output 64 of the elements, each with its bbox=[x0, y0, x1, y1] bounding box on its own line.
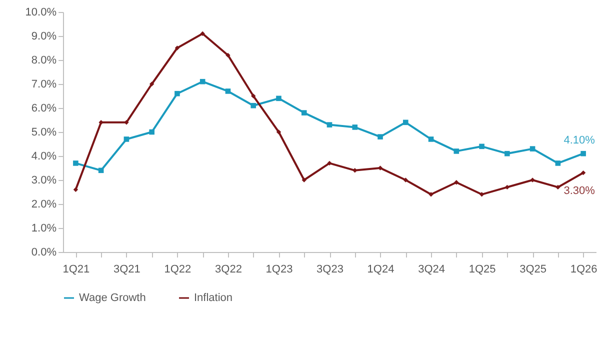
point bbox=[403, 178, 408, 182]
point bbox=[580, 170, 586, 176]
y-tick-label: 4.0% bbox=[31, 150, 57, 162]
point bbox=[302, 178, 306, 182]
point bbox=[327, 160, 332, 166]
x-tick-label: 3Q21 bbox=[113, 264, 140, 276]
x-tick-label: 1Q24 bbox=[367, 264, 394, 276]
point bbox=[378, 134, 383, 140]
x-tick-label: 3Q23 bbox=[316, 264, 344, 276]
y-tick-label: 10.0% bbox=[25, 6, 57, 18]
point bbox=[428, 192, 434, 197]
legend-label: Wage Growth bbox=[79, 292, 146, 304]
point bbox=[149, 82, 154, 86]
y-tick-label: 1.0% bbox=[31, 222, 57, 234]
point bbox=[530, 146, 536, 152]
point bbox=[73, 187, 78, 192]
x-tick-label: 3Q25 bbox=[520, 264, 547, 276]
point bbox=[174, 46, 180, 50]
point bbox=[454, 148, 460, 154]
point bbox=[504, 184, 510, 190]
point bbox=[225, 88, 231, 94]
point bbox=[276, 96, 282, 102]
point bbox=[580, 150, 586, 156]
point bbox=[73, 160, 78, 166]
point bbox=[352, 124, 358, 130]
point bbox=[251, 94, 256, 98]
point bbox=[479, 192, 484, 197]
x-tick-label: 1Q21 bbox=[62, 264, 90, 276]
point bbox=[250, 102, 256, 108]
point bbox=[124, 120, 129, 125]
point bbox=[301, 110, 307, 116]
x-tick-label: 3Q22 bbox=[215, 264, 242, 276]
x-tick-label: 1Q26 bbox=[570, 264, 598, 276]
y-tick-label: 8.0% bbox=[31, 54, 57, 66]
point bbox=[326, 122, 332, 128]
point bbox=[504, 150, 510, 156]
point bbox=[454, 180, 459, 185]
point bbox=[98, 120, 104, 125]
point bbox=[124, 136, 130, 142]
point bbox=[200, 31, 205, 36]
point bbox=[555, 160, 561, 166]
point bbox=[530, 178, 535, 182]
annotation: 3.30% bbox=[564, 184, 596, 197]
y-tick-label: 3.0% bbox=[31, 174, 57, 186]
y-tick-label: 0.0% bbox=[31, 246, 57, 258]
y-tick-label: 9.0% bbox=[31, 30, 57, 42]
point bbox=[149, 129, 154, 135]
point bbox=[174, 90, 180, 96]
point bbox=[402, 120, 408, 126]
point bbox=[479, 144, 484, 150]
y-tick-label: 7.0% bbox=[31, 78, 57, 90]
point bbox=[226, 52, 230, 58]
x-tick-label: 3Q24 bbox=[418, 264, 445, 276]
legend-label: Inflation bbox=[194, 292, 233, 304]
x-tick-label: 1Q22 bbox=[164, 264, 192, 276]
y-tick-label: 6.0% bbox=[31, 102, 57, 114]
x-tick-label: 1Q23 bbox=[266, 264, 293, 276]
point bbox=[428, 136, 434, 142]
y-tick-label: 5.0% bbox=[31, 126, 57, 138]
point bbox=[556, 184, 560, 190]
x-tick-label: 1Q25 bbox=[468, 264, 496, 276]
y-tick-label: 2.0% bbox=[31, 198, 57, 210]
annotation: 4.10% bbox=[564, 134, 596, 147]
point bbox=[276, 130, 282, 134]
